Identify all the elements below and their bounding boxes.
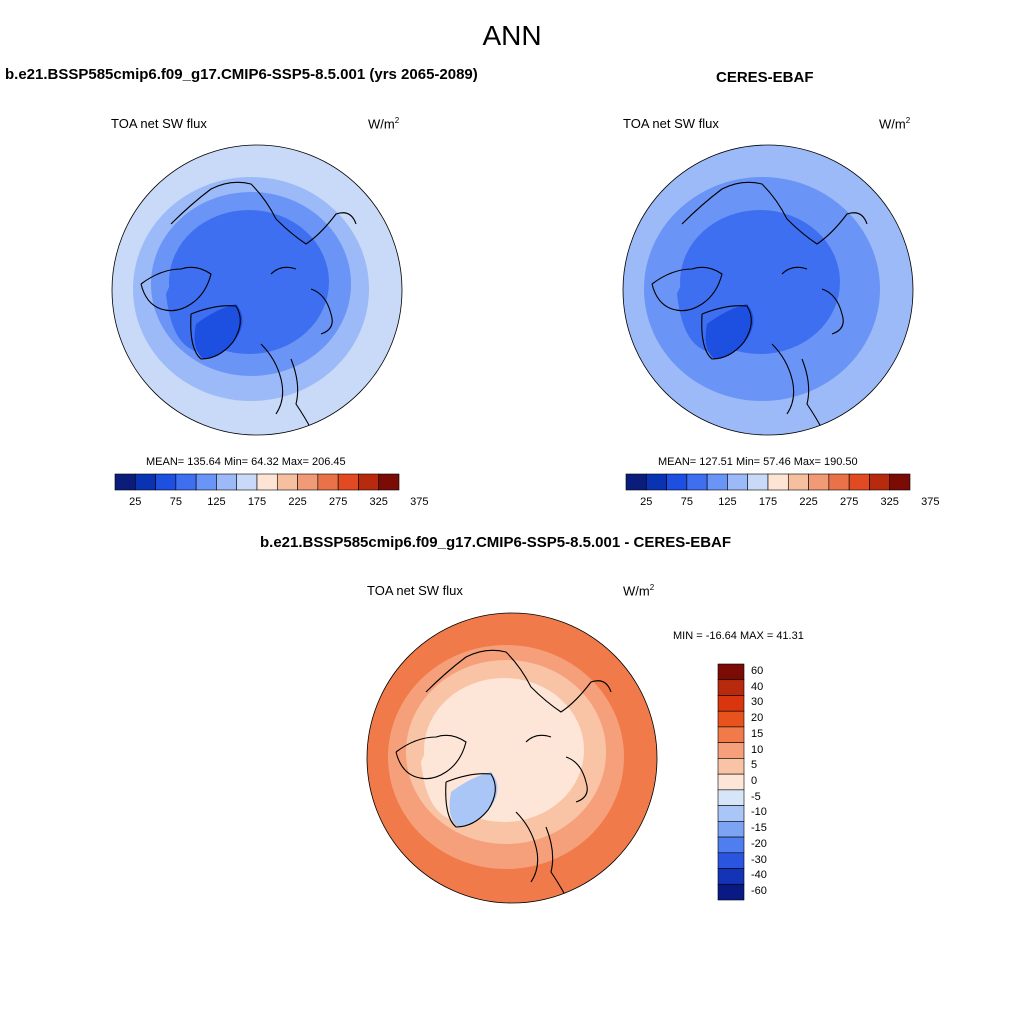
panel2-colorbar-tick-label: 325 bbox=[880, 496, 899, 508]
page-title: ANN bbox=[482, 20, 542, 51]
panel3-colorbar-swatch bbox=[717, 805, 745, 822]
panel3-colorbar-swatch bbox=[717, 695, 745, 712]
panel2-colorbar-swatch bbox=[727, 473, 749, 491]
panel2-colorbar-swatch bbox=[767, 473, 789, 491]
panel2-colorbar-swatch bbox=[828, 473, 850, 491]
panel2-colorbar-tick-label: 25 bbox=[640, 496, 653, 508]
panel1-colorbar-tick-label: 225 bbox=[288, 496, 307, 508]
panel1-colorbar-swatch bbox=[297, 473, 319, 491]
panel3-colorbar-swatch bbox=[717, 852, 745, 869]
panel2-units: W/m2 bbox=[879, 116, 911, 132]
panel2-colorbar bbox=[625, 473, 911, 491]
panel1-colorbar bbox=[114, 473, 400, 491]
panel1-map-shading bbox=[112, 145, 402, 435]
panel2-map-shading bbox=[623, 145, 913, 435]
panel1-colorbar-tick-label: 25 bbox=[129, 496, 142, 508]
panel3-colorbar-swatch bbox=[717, 758, 745, 775]
panel2-colorbar-tick-label: 225 bbox=[799, 496, 818, 508]
panel2-colorbar-tick-label: 375 bbox=[921, 496, 940, 508]
panel2-colorbar-tick-label: 275 bbox=[839, 496, 859, 508]
panel1-colorbar-swatch bbox=[236, 473, 258, 491]
panel1-colorbar-swatch bbox=[276, 473, 298, 491]
panel2-colorbar-swatch bbox=[808, 473, 830, 491]
panel1-colorbar-tick-label: 75 bbox=[169, 496, 182, 508]
panel3-units: W/m2 bbox=[623, 583, 655, 599]
panel3-polar-map bbox=[366, 612, 658, 904]
panel2-title: CERES-EBAF bbox=[716, 69, 814, 86]
panel1-colorbar-tick-label: 325 bbox=[369, 496, 388, 508]
panel1-colorbar-swatch bbox=[317, 473, 339, 491]
panel1-colorbar-swatch bbox=[155, 473, 177, 491]
panel3-colorbar-tick-label: -60 bbox=[751, 885, 767, 898]
panel1-colorbar-tick-label: 175 bbox=[247, 496, 267, 508]
panel2-map-coastlines bbox=[651, 181, 868, 430]
panel1-colorbar-tick-label: 375 bbox=[410, 496, 429, 508]
panel3-variable-label: TOA net SW flux bbox=[367, 583, 463, 598]
panel1-colorbar-swatch bbox=[256, 473, 278, 491]
panel3-colorbar-swatch bbox=[717, 679, 745, 696]
panel3-colorbar-swatch bbox=[717, 868, 745, 885]
panel3-map-shading bbox=[367, 613, 657, 903]
panel3-colorbar-tick-label: 30 bbox=[751, 696, 764, 709]
panel3-map-coastlines bbox=[395, 649, 612, 898]
panel3-title: b.e21.BSSP585cmip6.f09_g17.CMIP6-SSP5-8.… bbox=[260, 534, 732, 551]
panel2-colorbar-swatch bbox=[666, 473, 688, 491]
panel2-colorbar-swatch bbox=[787, 473, 809, 491]
panel1-colorbar-swatch bbox=[134, 473, 156, 491]
panel2-colorbar-swatch bbox=[869, 473, 891, 491]
panel1-colorbar-swatch bbox=[195, 473, 217, 491]
panel1-variable-label: TOA net SW flux bbox=[111, 116, 207, 131]
panel2-variable-label: TOA net SW flux bbox=[623, 116, 719, 131]
panel3-colorbar-tick-label: -15 bbox=[751, 822, 767, 835]
panel1-map-coastlines bbox=[140, 181, 357, 430]
panel3-colorbar-swatch bbox=[717, 836, 745, 854]
panel1-colorbar-swatch bbox=[175, 473, 197, 491]
panel1-title: b.e21.BSSP585cmip6.f09_g17.CMIP6-SSP5-8.… bbox=[5, 66, 478, 83]
panel2-colorbar-tick-label: 175 bbox=[758, 496, 778, 508]
panel2-colorbar-swatch bbox=[645, 473, 667, 491]
panel2-colorbar-swatch bbox=[706, 473, 728, 491]
panel3-colorbar-swatch bbox=[717, 883, 745, 901]
panel3-colorbar-tick-label: 40 bbox=[751, 680, 764, 693]
panel2-colorbar-tick-label: 125 bbox=[718, 496, 737, 508]
panel3-colorbar-swatch bbox=[717, 726, 745, 743]
panel1-stats: MEAN= 135.64 Min= 64.32 Max= 206.45 bbox=[146, 456, 346, 468]
panel3-colorbar bbox=[717, 663, 745, 901]
panel1-colorbar-tick-label: 275 bbox=[328, 496, 348, 508]
panel2-colorbar-swatch bbox=[848, 473, 870, 491]
panel3-colorbar-tick-label: -30 bbox=[751, 853, 767, 866]
panel3-colorbar-tick-label: -40 bbox=[751, 869, 767, 882]
panel3-stats: MIN = -16.64 MAX = 41.31 bbox=[673, 630, 804, 642]
panel2-colorbar-swatch bbox=[625, 473, 647, 491]
panel1-colorbar-swatch bbox=[114, 473, 136, 491]
panel3-colorbar-swatch bbox=[717, 773, 745, 791]
panel3-colorbar-swatch bbox=[717, 742, 745, 759]
panel2-colorbar-tick-label: 75 bbox=[680, 496, 693, 508]
panel3-colorbar-tick-label: 0 bbox=[751, 775, 758, 787]
panel3-colorbar-tick-label: -5 bbox=[751, 790, 761, 803]
panel1-colorbar-swatch bbox=[358, 473, 380, 491]
panel1-colorbar-swatch bbox=[378, 473, 400, 491]
panel3-colorbar-swatch bbox=[717, 821, 745, 838]
panel1-units: W/m2 bbox=[368, 116, 400, 132]
panel3-colorbar-tick-label: -20 bbox=[751, 837, 767, 850]
panel1-colorbar-tick-label: 125 bbox=[207, 496, 226, 508]
panel2-stats: MEAN= 127.51 Min= 57.46 Max= 190.50 bbox=[658, 456, 858, 468]
panel2-colorbar-swatch bbox=[889, 473, 911, 491]
panel1-colorbar-swatch bbox=[216, 473, 238, 491]
panel3-colorbar-tick-label: 20 bbox=[751, 712, 764, 725]
panel3-colorbar-swatch bbox=[717, 789, 745, 806]
panel2-colorbar-swatch bbox=[686, 473, 708, 491]
panel3-colorbar-tick-label: 10 bbox=[751, 743, 764, 756]
panel2-colorbar-swatch bbox=[747, 473, 769, 491]
panel3-colorbar-tick-label: 15 bbox=[751, 727, 764, 740]
panel1-polar-map bbox=[111, 144, 403, 436]
panel3-colorbar-tick-label: 5 bbox=[751, 759, 758, 772]
panel3-colorbar-swatch bbox=[717, 710, 745, 728]
panel3-colorbar-tick-label: 60 bbox=[751, 664, 764, 677]
panel1-colorbar-swatch bbox=[337, 473, 359, 491]
panel3-colorbar-tick-label: -10 bbox=[751, 806, 767, 819]
panel3-colorbar-swatch bbox=[717, 663, 745, 681]
panel2-polar-map bbox=[622, 144, 914, 436]
